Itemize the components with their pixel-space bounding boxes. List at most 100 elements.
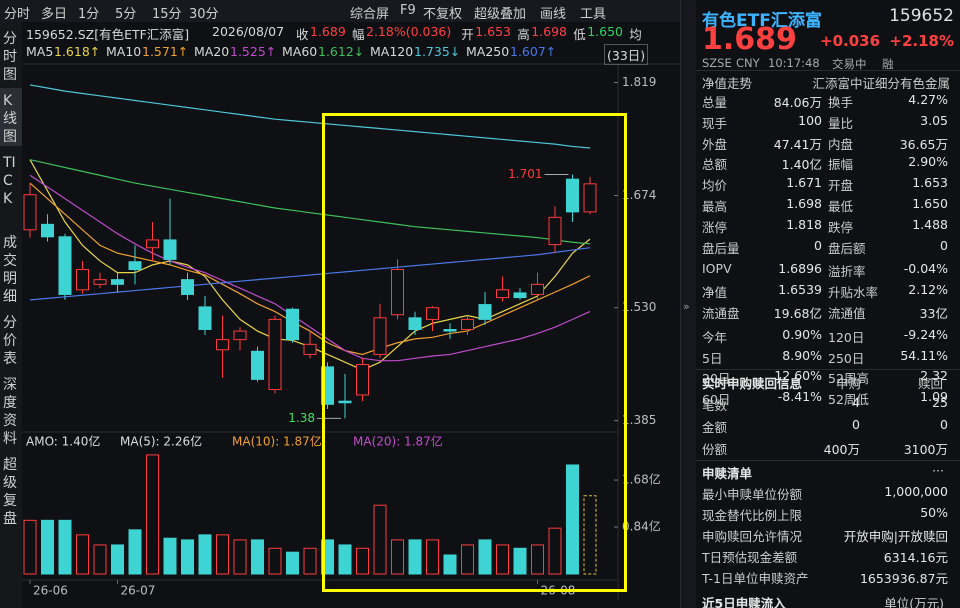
volume-bar [513, 547, 527, 575]
stat-label: IOPV [702, 261, 732, 277]
list-label: T日预估现金差额 [702, 550, 798, 565]
stat-value: 54.11% [900, 347, 948, 363]
info-label: 高 [517, 27, 530, 42]
more[interactable]: ··· [932, 463, 944, 478]
stat-label: 外盘 [702, 136, 728, 152]
y-tick-label: 1.674 [622, 188, 656, 202]
info-label: 收 [296, 27, 309, 42]
volume-bar [356, 547, 369, 575]
volume-legend: MA(5): 2.26亿 [120, 434, 202, 449]
period-select[interactable]: (33日) [604, 44, 649, 65]
candle-body [128, 261, 142, 271]
period-tab[interactable]: 30分 [189, 7, 219, 22]
volume-bar [496, 544, 509, 575]
candle-body [286, 308, 299, 341]
code: 159652.SZ[有色ETF汇添富] [26, 27, 190, 42]
tool-button[interactable]: 超级叠加 [474, 7, 527, 22]
stat-value: 84.06万 [773, 95, 822, 110]
volume-bar [443, 554, 457, 575]
ma-value: 1.607↑ [510, 44, 557, 59]
splitter[interactable]: » [680, 0, 697, 608]
period-tab[interactable]: 1分 [78, 7, 100, 22]
tool-button[interactable]: 不复权 [423, 7, 463, 22]
creation-label: 份额 [702, 442, 728, 457]
creation-value: 3100万 [903, 442, 948, 457]
side-tab[interactable]: TICK [3, 155, 16, 207]
volume-bar [181, 539, 194, 575]
stat-label: 净值 [702, 285, 728, 301]
stat-value: 1.488 [912, 216, 948, 232]
list-value: 50% [920, 505, 948, 520]
stat-value: 1.6539 [778, 282, 822, 298]
highlight-box [322, 113, 627, 592]
side-tab[interactable]: K线图 [3, 93, 17, 145]
row-sep [696, 70, 960, 71]
candle-body [513, 292, 527, 299]
side-tab[interactable]: 超级复盘 [3, 457, 17, 527]
stat-value: 1.818 [786, 216, 822, 232]
candle-body [111, 279, 124, 285]
tool-button[interactable]: 综合屏 [350, 7, 390, 22]
stat-label: 52周高 [828, 371, 869, 387]
period-tab[interactable]: 5分 [115, 7, 137, 22]
volume-bar [251, 539, 264, 575]
status: 交易中 [832, 57, 867, 71]
side-tab[interactable]: 分价表 [3, 315, 17, 367]
list-value: 开放申购|开放赎回 [843, 529, 948, 544]
stat-value: 1.650 [912, 196, 948, 211]
period-tab[interactable]: 15分 [152, 7, 182, 22]
ma-name: MA20 [194, 44, 230, 59]
stat-value: 1.09 [920, 389, 948, 405]
candle-body [163, 239, 177, 260]
period-tab[interactable]: 多日 [41, 7, 68, 22]
stat-label: 盘后额 [828, 240, 866, 256]
list-value: 1,000,000 [884, 484, 948, 499]
tool-button[interactable]: 工具 [580, 7, 607, 22]
nav-label[interactable]: 净值走势 [702, 76, 753, 91]
stat-value: 1.671 [786, 175, 822, 191]
stat-value: 2.32 [920, 368, 948, 384]
list-label: T-1日单位申赎资产 [702, 571, 809, 586]
candle-body [548, 216, 562, 246]
info-label: 开 [461, 27, 474, 42]
volume-bar [461, 544, 474, 575]
price: 1.689 [702, 22, 797, 57]
row-sep [696, 460, 960, 461]
stat-value: 100 [798, 112, 822, 128]
ma-line [29, 84, 591, 149]
side-tab[interactable]: 成交明细 [3, 235, 17, 305]
list-label: 最小申赎单位份额 [702, 487, 803, 502]
stat-label: 盘后量 [702, 240, 740, 256]
fund-code: 159652 [889, 6, 954, 26]
stat-label: 今年 [702, 329, 728, 345]
y-tick-label: 1.530 [622, 300, 656, 314]
candle-body [41, 223, 54, 238]
fund-name: 有色ETF汇添富 [702, 11, 822, 31]
x-tick-label: 26-06 [33, 584, 68, 598]
stat-value: 0 [814, 237, 822, 253]
info-value: 1.653 [475, 24, 511, 39]
tool-button[interactable]: F9 [400, 3, 416, 18]
volume-bar [391, 539, 404, 575]
side-tab[interactable]: 分时图 [3, 31, 17, 83]
candle-body [443, 329, 457, 332]
stat-label: 振幅 [828, 157, 854, 173]
volume-bar [128, 529, 142, 575]
stat-label: 总量 [702, 95, 728, 110]
stat-label: 开盘 [828, 178, 854, 194]
status: 10:17:48 [768, 56, 820, 70]
change: +0.036 [820, 32, 881, 50]
creation-value: 25 [932, 395, 948, 410]
info-value: 1.698 [531, 24, 567, 39]
side-tab[interactable]: 深度资料 [3, 377, 17, 447]
index-name: 汇添富中证细分有色金属 [812, 76, 950, 91]
info-label: 幅 [352, 27, 365, 42]
candle-body [181, 279, 194, 295]
period-tab[interactable]: 分时 [4, 7, 31, 22]
creation-header: 赎回 [918, 376, 944, 391]
creation-header: 申购 [836, 376, 862, 391]
status: CNY [736, 56, 760, 70]
info-label: 均 [629, 27, 642, 42]
tool-button[interactable]: 画线 [540, 7, 567, 22]
candle-body [478, 304, 492, 320]
